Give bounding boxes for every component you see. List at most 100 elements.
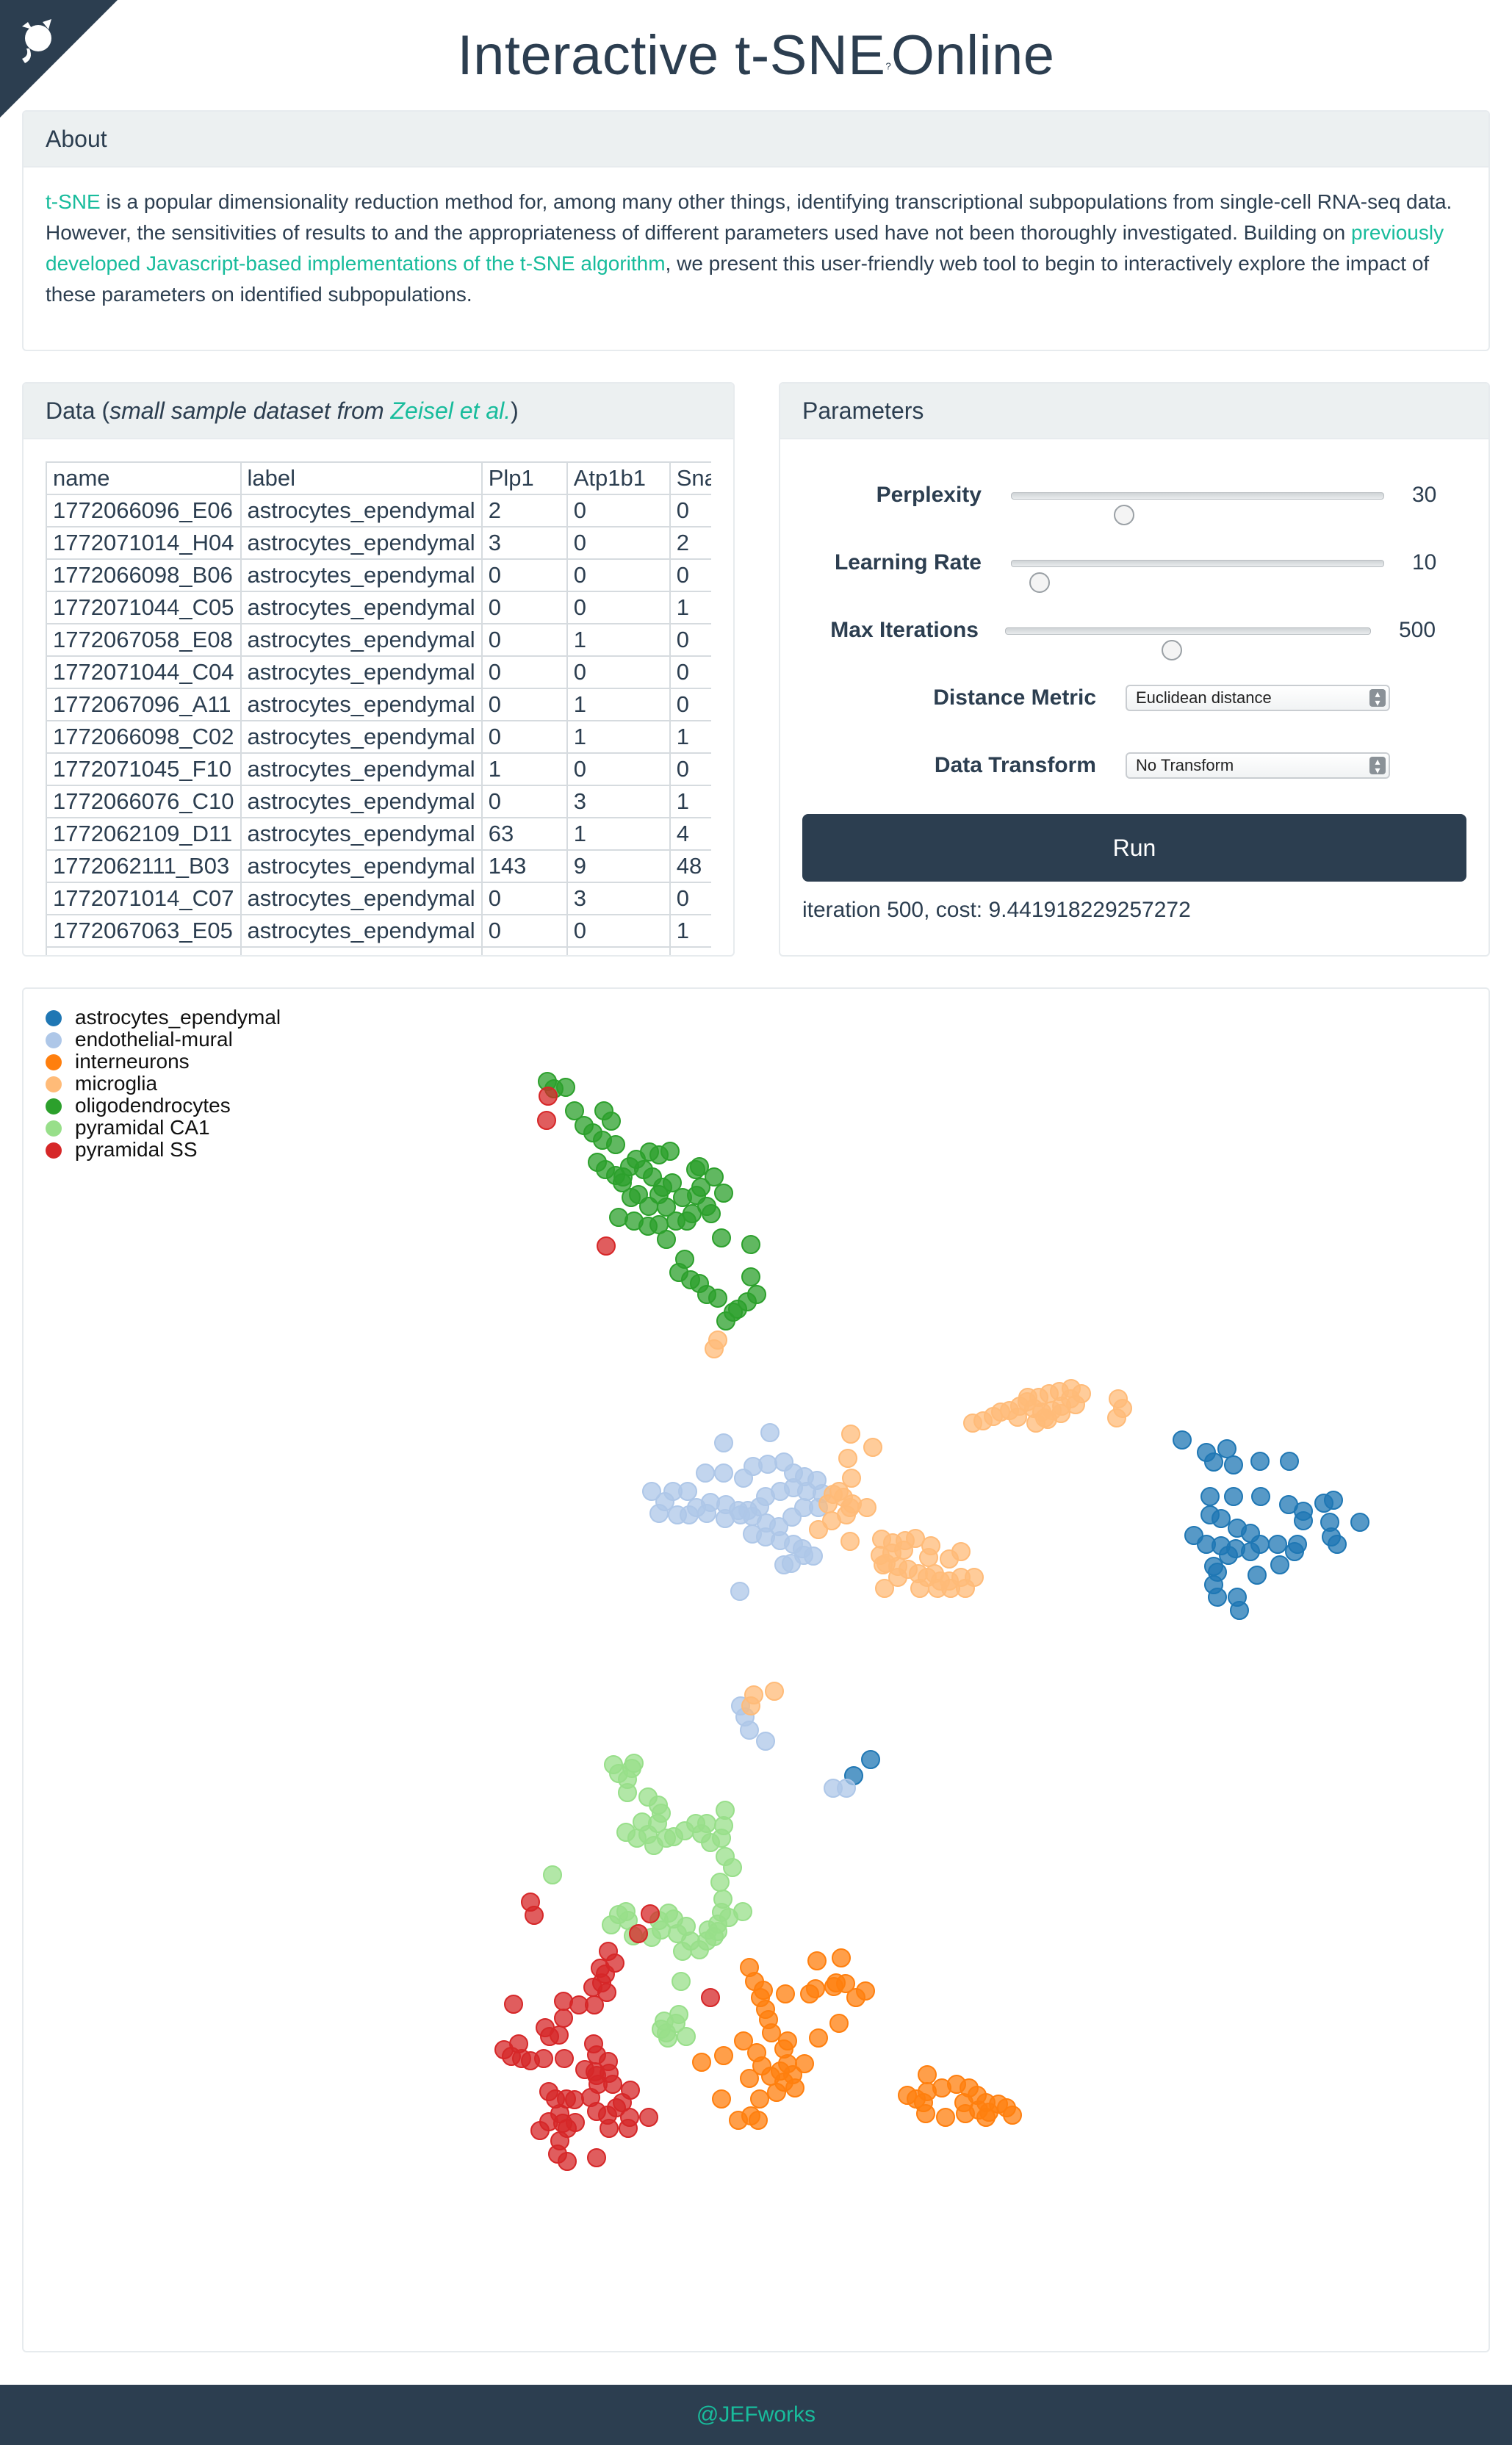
point-endothelial-mural[interactable]	[758, 1455, 777, 1474]
point-interneurons[interactable]	[776, 1984, 795, 2003]
point-pyramidal-ss[interactable]	[575, 2060, 594, 2079]
point-endothelial-mural[interactable]	[756, 1732, 775, 1751]
point-interneurons[interactable]	[836, 1974, 855, 1993]
point-astrocytes-ependymal[interactable]	[1294, 1511, 1313, 1530]
point-pyramidal-ss[interactable]	[504, 1995, 523, 2014]
point-interneurons[interactable]	[809, 2028, 828, 2048]
table-header-cell[interactable]: Atp1b1	[566, 461, 671, 495]
point-pyramidal-ss[interactable]	[554, 2009, 573, 2028]
point-microglia[interactable]	[822, 1511, 841, 1530]
point-pyramidal-ca1[interactable]	[690, 1940, 709, 1959]
point-astrocytes-ependymal[interactable]	[1204, 1452, 1223, 1472]
point-pyramidal-ca1[interactable]	[723, 1858, 742, 1877]
data-table-scroll[interactable]: namelabelPlp1Atp1b1Snap25 1772066096_E06…	[46, 461, 711, 955]
point-pyramidal-ca1[interactable]	[673, 1942, 692, 1961]
point-interneurons[interactable]	[767, 2083, 786, 2102]
point-astrocytes-ependymal[interactable]	[1241, 1542, 1260, 1561]
max-iterations-slider-thumb[interactable]	[1161, 640, 1182, 660]
point-pyramidal-ca1[interactable]	[627, 1829, 647, 1848]
point-pyramidal-ss[interactable]	[569, 1995, 588, 2014]
point-oligodendrocytes[interactable]	[741, 1267, 760, 1286]
table-header-cell[interactable]: name	[46, 461, 242, 495]
point-oligodendrocytes[interactable]	[666, 1211, 685, 1231]
point-pyramidal-ca1[interactable]	[733, 1902, 752, 1921]
max-iterations-slider[interactable]	[1005, 627, 1371, 660]
point-oligodendrocytes[interactable]	[747, 1285, 766, 1304]
point-interneurons[interactable]	[936, 2108, 955, 2127]
point-astrocytes-ependymal[interactable]	[1230, 1601, 1249, 1620]
point-microglia[interactable]	[1008, 1408, 1027, 1427]
run-button[interactable]: Run	[802, 814, 1466, 882]
point-oligodendrocytes[interactable]	[602, 1112, 621, 1131]
point-astrocytes-ependymal[interactable]	[1280, 1452, 1299, 1471]
point-oligodendrocytes[interactable]	[613, 1173, 632, 1192]
point-oligodendrocytes[interactable]	[697, 1197, 716, 1216]
point-oligodendrocytes[interactable]	[705, 1167, 724, 1187]
point-pyramidal-ca1[interactable]	[618, 1783, 637, 1802]
point-astrocytes-ependymal[interactable]	[1200, 1487, 1220, 1506]
point-astrocytes-ependymal[interactable]	[1250, 1452, 1270, 1471]
point-pyramidal-ss[interactable]	[539, 1087, 558, 1106]
point-astrocytes-ependymal[interactable]	[1324, 1491, 1343, 1510]
point-microglia[interactable]	[906, 1529, 925, 1548]
help-link[interactable]: ?	[885, 60, 891, 72]
point-pyramidal-ss[interactable]	[537, 1111, 556, 1130]
point-endothelial-mural[interactable]	[697, 1504, 716, 1523]
point-endothelial-mural[interactable]	[740, 1721, 759, 1740]
point-pyramidal-ss[interactable]	[566, 2113, 585, 2132]
point-pyramidal-ss[interactable]	[596, 1965, 615, 1984]
point-astrocytes-ependymal[interactable]	[1173, 1430, 1192, 1450]
point-pyramidal-ss[interactable]	[512, 2049, 531, 2068]
point-interneurons[interactable]	[856, 1981, 875, 2001]
point-pyramidal-ss[interactable]	[558, 2152, 577, 2171]
point-astrocytes-ependymal[interactable]	[1285, 1542, 1304, 1561]
point-microglia[interactable]	[818, 1494, 838, 1513]
point-microglia[interactable]	[841, 1425, 860, 1444]
point-endothelial-mural[interactable]	[824, 1779, 843, 1798]
point-endothelial-mural[interactable]	[730, 1582, 749, 1601]
point-pyramidal-ss[interactable]	[587, 2148, 606, 2167]
perplexity-slider[interactable]	[1011, 492, 1384, 525]
point-microglia[interactable]	[857, 1498, 876, 1517]
point-pyramidal-ss[interactable]	[597, 1236, 616, 1256]
point-pyramidal-ca1[interactable]	[672, 1972, 691, 1991]
point-astrocytes-ependymal[interactable]	[1268, 1535, 1287, 1554]
point-interneurons[interactable]	[734, 2031, 753, 2050]
point-endothelial-mural[interactable]	[649, 1504, 669, 1523]
tsne-link[interactable]: t-SNE	[46, 190, 101, 213]
tsne-scatter-plot[interactable]	[24, 989, 1488, 2351]
point-oligodendrocytes[interactable]	[657, 1230, 676, 1249]
point-pyramidal-ss[interactable]	[587, 2045, 606, 2064]
point-pyramidal-ss[interactable]	[583, 1978, 602, 1997]
point-astrocytes-ependymal[interactable]	[861, 1750, 880, 1769]
point-microglia[interactable]	[951, 1542, 971, 1561]
point-astrocytes-ependymal[interactable]	[1270, 1555, 1289, 1574]
point-interneurons[interactable]	[918, 2065, 937, 2084]
point-microglia[interactable]	[874, 1555, 893, 1574]
point-interneurons[interactable]	[829, 2014, 849, 2033]
point-oligodendrocytes[interactable]	[657, 1198, 676, 1217]
implementations-link[interactable]: previously developed Javascript-based im…	[46, 221, 1444, 275]
point-oligodendrocytes[interactable]	[673, 1188, 692, 1207]
point-pyramidal-ss[interactable]	[530, 2121, 550, 2140]
point-pyramidal-ss[interactable]	[619, 2119, 638, 2138]
point-pyramidal-ca1[interactable]	[543, 1865, 562, 1884]
point-interneurons[interactable]	[749, 2111, 768, 2130]
point-interneurons[interactable]	[750, 2089, 769, 2109]
point-oligodendrocytes[interactable]	[556, 1078, 575, 1097]
point-astrocytes-ependymal[interactable]	[1212, 1509, 1231, 1528]
point-endothelial-mural[interactable]	[743, 1524, 762, 1544]
distance-metric-select[interactable]: Euclidean distance ▴ ▾	[1126, 685, 1390, 711]
point-pyramidal-ss[interactable]	[613, 2093, 632, 2112]
point-astrocytes-ependymal[interactable]	[1219, 1546, 1238, 1565]
point-pyramidal-ca1[interactable]	[633, 1812, 652, 1832]
point-oligodendrocytes[interactable]	[724, 1303, 743, 1322]
point-oligodendrocytes[interactable]	[640, 1142, 659, 1162]
point-pyramidal-ss[interactable]	[565, 2090, 584, 2109]
table-header-cell[interactable]: Snap25	[669, 461, 711, 495]
jefworks-link[interactable]: @JEFworks	[696, 2402, 816, 2427]
point-pyramidal-ca1[interactable]	[692, 1824, 711, 1843]
point-microglia[interactable]	[928, 1579, 947, 1598]
point-astrocytes-ependymal[interactable]	[1350, 1513, 1369, 1532]
point-pyramidal-ss[interactable]	[554, 1992, 573, 2011]
